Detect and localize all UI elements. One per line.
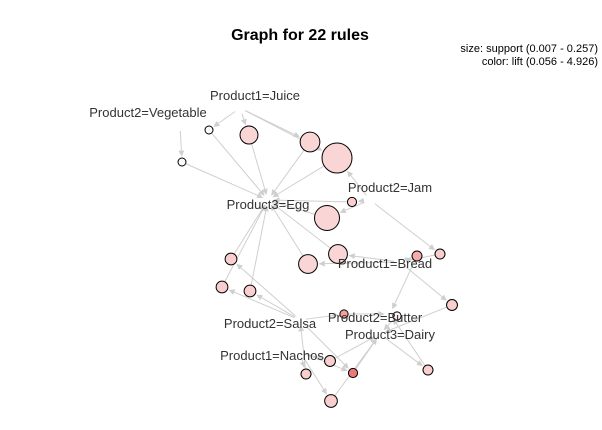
edge-r13-to-egg (224, 204, 266, 283)
edge-jam-to-r11 (374, 203, 435, 251)
rule-node-r10[interactable] (411, 250, 423, 262)
edge-jam-to-r7 (339, 201, 365, 214)
edge-juice-to-r3 (240, 113, 247, 126)
edge-r8-to-egg (272, 203, 331, 249)
item-label-jam: Product2=Jam (348, 180, 432, 195)
edge-r10-to-butter (392, 260, 416, 310)
edge-r15-to-dairy (385, 306, 448, 333)
edge-jam-to-r5 (347, 170, 367, 196)
edge-r1-to-egg (185, 163, 264, 199)
edge-r18-to-dairy (334, 336, 376, 359)
legend-color: color: lift (0.056 - 4.926) (482, 56, 598, 68)
item-label-bread: Product1=Bread (338, 256, 432, 271)
rule-node-r1[interactable] (177, 157, 187, 167)
rule-node-r21[interactable] (324, 394, 338, 408)
rule-nodes-layer (177, 125, 458, 408)
edge-r2-to-egg (211, 132, 265, 196)
item-label-butter: Product2=Butter (328, 310, 423, 325)
edge-bread-to-r8 (348, 253, 395, 262)
edge-salsa-to-r17 (305, 312, 339, 320)
item-labels-layer: Product2=Vegetable Product1=Juice Product2… (89, 88, 435, 363)
rule-node-r5[interactable] (321, 142, 353, 174)
rule-node-r13[interactable] (215, 280, 229, 294)
item-label-juice: Product1=Juice (210, 88, 300, 103)
edge-nachos-to-r21 (302, 356, 327, 395)
edge-r7-to-egg (273, 200, 316, 215)
edge-salsa-to-r12 (236, 263, 296, 317)
rule-node-r16[interactable] (392, 311, 402, 321)
edge-r21-to-dairy (334, 338, 377, 397)
edge-dairy-to-r22 (384, 337, 423, 367)
edge-r16-to-dairy (383, 318, 395, 331)
edge-salsa-to-r13 (228, 289, 295, 319)
edge-salsa-to-r14 (256, 294, 296, 318)
rule-node-r3[interactable] (239, 125, 259, 145)
edge-salsa-to-r20 (303, 323, 349, 369)
item-label-veg: Product2=Vegetable (89, 105, 206, 120)
rule-node-r18[interactable] (324, 355, 336, 367)
edge-r22-to-butter (392, 318, 426, 367)
edge-r12-to-egg (233, 204, 266, 255)
rule-node-r4[interactable] (299, 131, 321, 153)
edge-r14-to-egg (250, 205, 269, 286)
edge-r5-to-egg (272, 165, 325, 198)
rule-node-r17[interactable] (339, 309, 349, 319)
edge-r4-to-egg (271, 149, 305, 196)
rule-node-r14[interactable] (243, 284, 257, 298)
rule-node-r12[interactable] (224, 252, 238, 266)
edge-nachos-to-r18 (305, 353, 324, 361)
rule-node-r2[interactable] (204, 125, 214, 135)
edges-layer (178, 110, 448, 397)
rule-node-r9[interactable] (298, 254, 318, 274)
rule-node-r11[interactable] (434, 248, 446, 260)
item-label-egg: Product3=Egg (227, 197, 310, 212)
rule-node-r15[interactable] (446, 299, 458, 311)
rule-node-r6[interactable] (346, 196, 358, 208)
item-label-salsa: Product2=Salsa (224, 316, 317, 331)
edge-r3-to-egg (251, 143, 268, 195)
rule-node-r8[interactable] (328, 244, 348, 264)
graph-title: Graph for 22 rules (231, 27, 369, 44)
edge-juice-to-r2 (213, 111, 236, 127)
rule-node-r20[interactable] (347, 367, 359, 379)
edge-r19-to-salsa (298, 325, 306, 370)
item-label-dairy: Product3=Dairy (345, 327, 435, 342)
rule-node-r19[interactable] (300, 368, 312, 380)
edge-veg-to-r1 (178, 130, 185, 157)
item-label-nachos: Product1=Nachos (220, 348, 324, 363)
edge-jam-to-r6 (357, 197, 365, 204)
rule-node-r7[interactable] (314, 205, 340, 231)
edge-bread-to-r15 (404, 265, 447, 301)
edge-nachos-to-r19 (299, 357, 306, 368)
rule-node-r22[interactable] (422, 364, 434, 376)
edge-bread-to-r9 (318, 260, 395, 267)
edge-r9-to-egg (270, 204, 304, 257)
legend-size: size: support (0.007 - 0.257) (460, 43, 598, 55)
edge-r6-to-egg (273, 197, 348, 204)
